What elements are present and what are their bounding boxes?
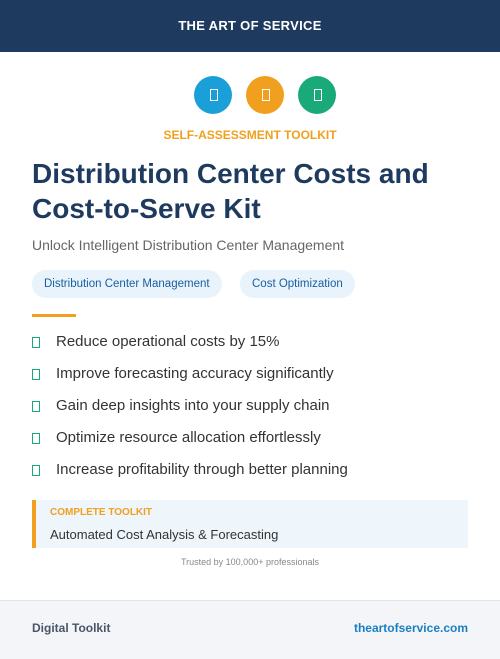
footer-link[interactable]: theartofservice.com <box>353 621 468 635</box>
check-icon <box>32 337 40 348</box>
footer-left: Digital Toolkit <box>32 621 111 635</box>
check-icon <box>32 465 40 476</box>
benefit: Improve forecasting accuracy significant… <box>56 365 334 382</box>
divider <box>32 314 76 317</box>
subtitle: Unlock Intelligent Distribution Center M… <box>32 237 345 253</box>
footer <box>0 600 500 659</box>
callout-text: Automated Cost Analysis & Forecasting <box>50 527 279 542</box>
check-icon <box>32 401 40 412</box>
icon <box>194 76 232 114</box>
kicker: SELF-ASSESSMENT TOOLKIT <box>163 128 337 142</box>
benefit: Optimize resource allocation effortlessl… <box>56 429 321 446</box>
icon <box>246 76 284 114</box>
check-icon <box>32 433 40 444</box>
benefit: Gain deep insights into your supply chai… <box>56 397 330 414</box>
callout <box>32 500 468 548</box>
check-icon <box>32 369 40 380</box>
tag: Distribution Center Management <box>32 270 222 298</box>
header-brand: THE ART OF SERVICE <box>0 0 500 52</box>
title: Cost-to-Serve Kit <box>32 193 261 224</box>
icon <box>298 76 336 114</box>
tag: Cost Optimization <box>240 270 355 298</box>
trust-note: Trusted by 100,000+ professionals <box>180 557 319 567</box>
benefit: Reduce operational costs by 15% <box>56 333 280 350</box>
title: Distribution Center Costs and <box>32 158 429 189</box>
callout-label: COMPLETE TOOLKIT <box>50 507 153 518</box>
benefit: Increase profitability through better pl… <box>56 461 348 478</box>
